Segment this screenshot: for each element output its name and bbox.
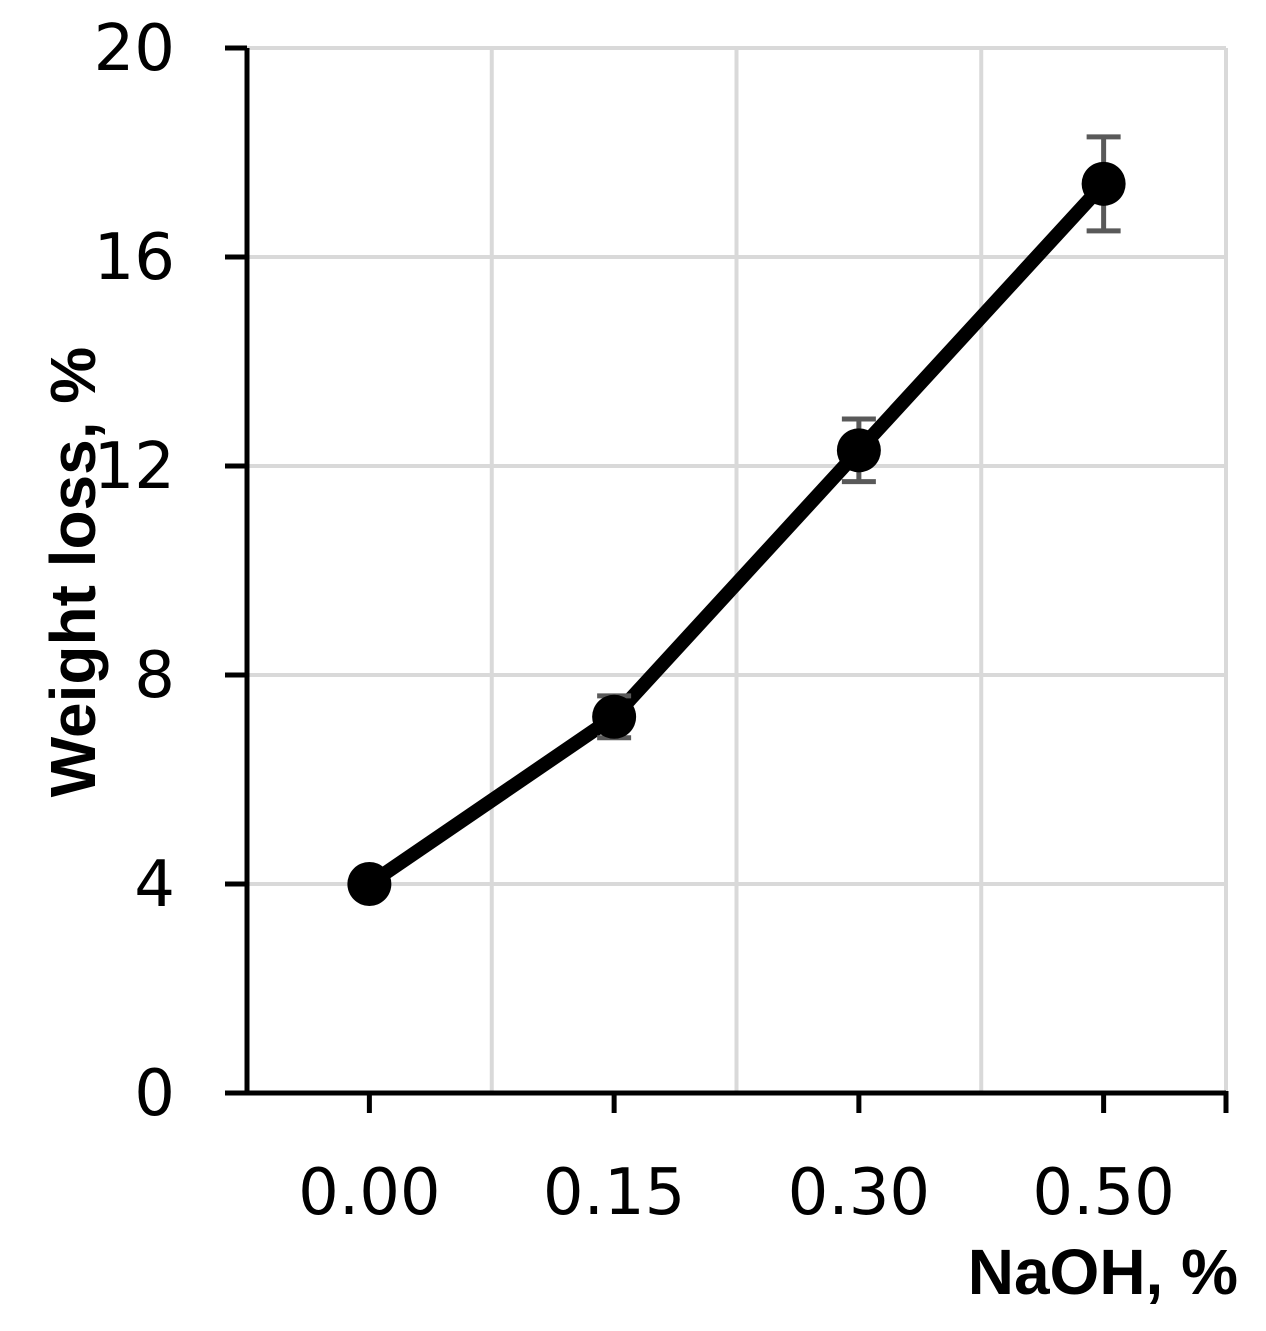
- data-point: [836, 428, 881, 473]
- data-point: [347, 862, 392, 906]
- axes: [225, 48, 1226, 1096]
- y-tick-label: 4: [134, 848, 175, 922]
- x-tick-label: 0.30: [788, 1156, 931, 1230]
- data-point: [592, 694, 637, 739]
- y-tick-label: 12: [94, 430, 175, 504]
- x-tick-label: 0.15: [543, 1156, 686, 1230]
- y-tick-label: 20: [94, 12, 175, 86]
- x-axis-title: NaOH, %: [968, 1236, 1238, 1308]
- x-axis-ticks: 0.00 0.15 0.30 0.50: [298, 1091, 1229, 1230]
- y-tick-label: 8: [134, 639, 175, 713]
- x-tick-label: 0.00: [298, 1156, 441, 1230]
- series-line: [362, 176, 1111, 891]
- y-tick-label: 16: [94, 221, 175, 295]
- y-axis-title: Weight loss, %: [37, 347, 109, 797]
- grid-lines: [247, 46, 1228, 1093]
- data-point: [1081, 161, 1126, 206]
- x-tick-label: 0.50: [1032, 1156, 1175, 1230]
- y-axis-ticks: 0 4 8 12 16 20: [94, 12, 247, 1131]
- y-tick-label: 0: [134, 1057, 175, 1131]
- data-series: [347, 134, 1126, 906]
